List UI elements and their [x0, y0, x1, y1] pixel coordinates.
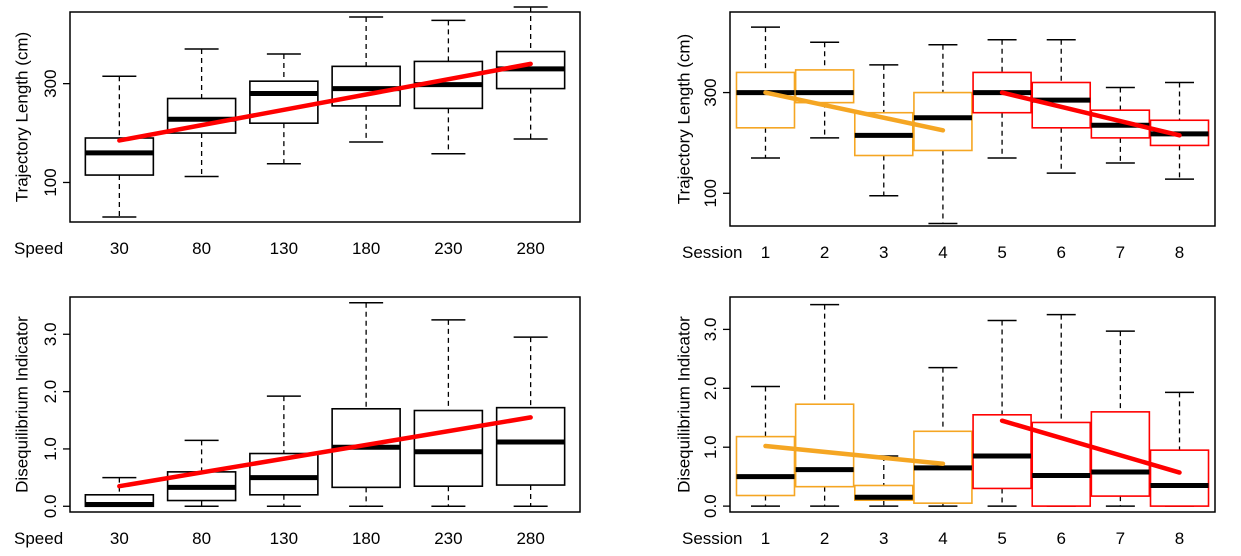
box-3	[853, 455, 914, 507]
x-tick-label: 180	[352, 529, 380, 548]
y-axis-label: Trajectory Length (cm)	[13, 32, 32, 202]
y-tick-label: 100	[701, 179, 720, 207]
x-tick-label: 3	[879, 243, 888, 262]
x-tick-label: 130	[270, 529, 298, 548]
x-tick-label: 4	[938, 243, 947, 262]
box-280	[495, 6, 566, 140]
box-iqr	[413, 409, 484, 487]
box-6	[1031, 313, 1092, 507]
panel-3: 0.0 1.0 2.0 3.0 Disequilibrium Indicator Spee…	[13, 296, 581, 548]
y-tick-label: 3.0	[41, 322, 60, 346]
x-tick-label: 5	[997, 529, 1006, 548]
box-130	[249, 395, 319, 508]
panel-4: 0.0 1.0 2.0 3.0 Disequilibrium Indicator Sess…	[675, 296, 1216, 548]
y-tick-label: 0.0	[701, 494, 720, 518]
y-tick-label: 3.0	[701, 318, 720, 342]
y-tick-label: 2.0	[701, 376, 720, 400]
box-1	[735, 26, 796, 159]
x-tick-label: 280	[516, 239, 544, 258]
y-tick-label: 2.0	[41, 380, 60, 404]
trend-line	[763, 443, 946, 466]
plot-frame	[69, 11, 581, 223]
x-axis-name: Session	[682, 529, 742, 548]
box-iqr	[166, 97, 237, 134]
x-tick-label: 180	[352, 239, 380, 258]
box-2	[794, 303, 855, 507]
trend-line	[763, 90, 946, 133]
x-tick-label: 3	[879, 529, 888, 548]
x-tick-label: 6	[1056, 243, 1065, 262]
x-tick-label: 30	[110, 239, 129, 258]
trend-line	[999, 418, 1182, 475]
plot-frame	[69, 296, 581, 513]
box-180	[331, 301, 401, 508]
x-tick-label: 30	[110, 529, 129, 548]
plot-frame	[729, 11, 1216, 227]
y-axis-label: Disequilibrium Indicator	[675, 316, 694, 493]
y-tick-label: 0.0	[41, 494, 60, 518]
panel-2: 100 300 Trajectory Length (cm) Session 1 2 3 4 5…	[675, 11, 1216, 262]
x-tick-label: 7	[1116, 243, 1125, 262]
y-tick-label: 1.0	[41, 437, 60, 461]
box-iqr	[1149, 449, 1210, 507]
box-iqr	[735, 71, 796, 129]
box-80	[166, 48, 237, 178]
trend-line	[117, 415, 533, 489]
box-180	[331, 16, 401, 143]
box-iqr	[794, 69, 855, 104]
box-230	[413, 319, 484, 508]
x-tick-label: 230	[434, 239, 462, 258]
x-tick-label: 2	[820, 243, 829, 262]
box-iqr	[249, 80, 319, 124]
box-iqr	[84, 137, 155, 176]
x-tick-label: 280	[516, 529, 544, 548]
box-iqr	[913, 91, 973, 152]
box-80	[166, 439, 237, 508]
x-tick-label: 1	[761, 529, 770, 548]
y-axis-label: Disequilibrium Indicator	[13, 316, 32, 493]
y-tick-label: 1.0	[701, 435, 720, 459]
x-tick-label: 80	[192, 529, 211, 548]
box-8	[1149, 81, 1210, 180]
plot-frame	[729, 296, 1216, 513]
box-30	[84, 75, 155, 218]
x-tick-label: 8	[1175, 529, 1184, 548]
x-tick-label: 1	[761, 243, 770, 262]
x-tick-label: 230	[434, 529, 462, 548]
x-tick-label: 8	[1175, 243, 1184, 262]
y-tick-label: 300	[41, 69, 60, 97]
trend-line	[117, 61, 533, 143]
x-tick-label: 5	[997, 243, 1006, 262]
box-4	[913, 366, 973, 507]
y-tick-label: 100	[41, 168, 60, 196]
x-tick-label: 4	[938, 529, 947, 548]
y-axis-label: Trajectory Length (cm)	[675, 34, 694, 204]
x-tick-label: 130	[270, 239, 298, 258]
x-tick-label: 7	[1116, 529, 1125, 548]
x-axis-name: Speed	[14, 239, 63, 258]
box-iqr	[1031, 421, 1092, 507]
x-tick-label: 6	[1056, 529, 1065, 548]
box-5	[972, 319, 1032, 507]
panel-1: 100 300 Trajectory Length (cm) Speed 30 80 130…	[13, 6, 581, 258]
box-230	[413, 19, 484, 155]
box-4	[913, 43, 973, 225]
box-iqr	[794, 403, 855, 488]
box-2	[794, 41, 855, 139]
box-30	[84, 476, 155, 508]
x-axis-name: Session	[682, 243, 742, 262]
box-3	[853, 64, 914, 197]
y-tick-label: 300	[701, 78, 720, 106]
x-tick-label: 80	[192, 239, 211, 258]
box-8	[1149, 391, 1210, 507]
x-axis-name: Speed	[14, 529, 63, 548]
box-7	[1090, 330, 1151, 507]
trend-line	[999, 90, 1182, 138]
x-tick-label: 2	[820, 529, 829, 548]
